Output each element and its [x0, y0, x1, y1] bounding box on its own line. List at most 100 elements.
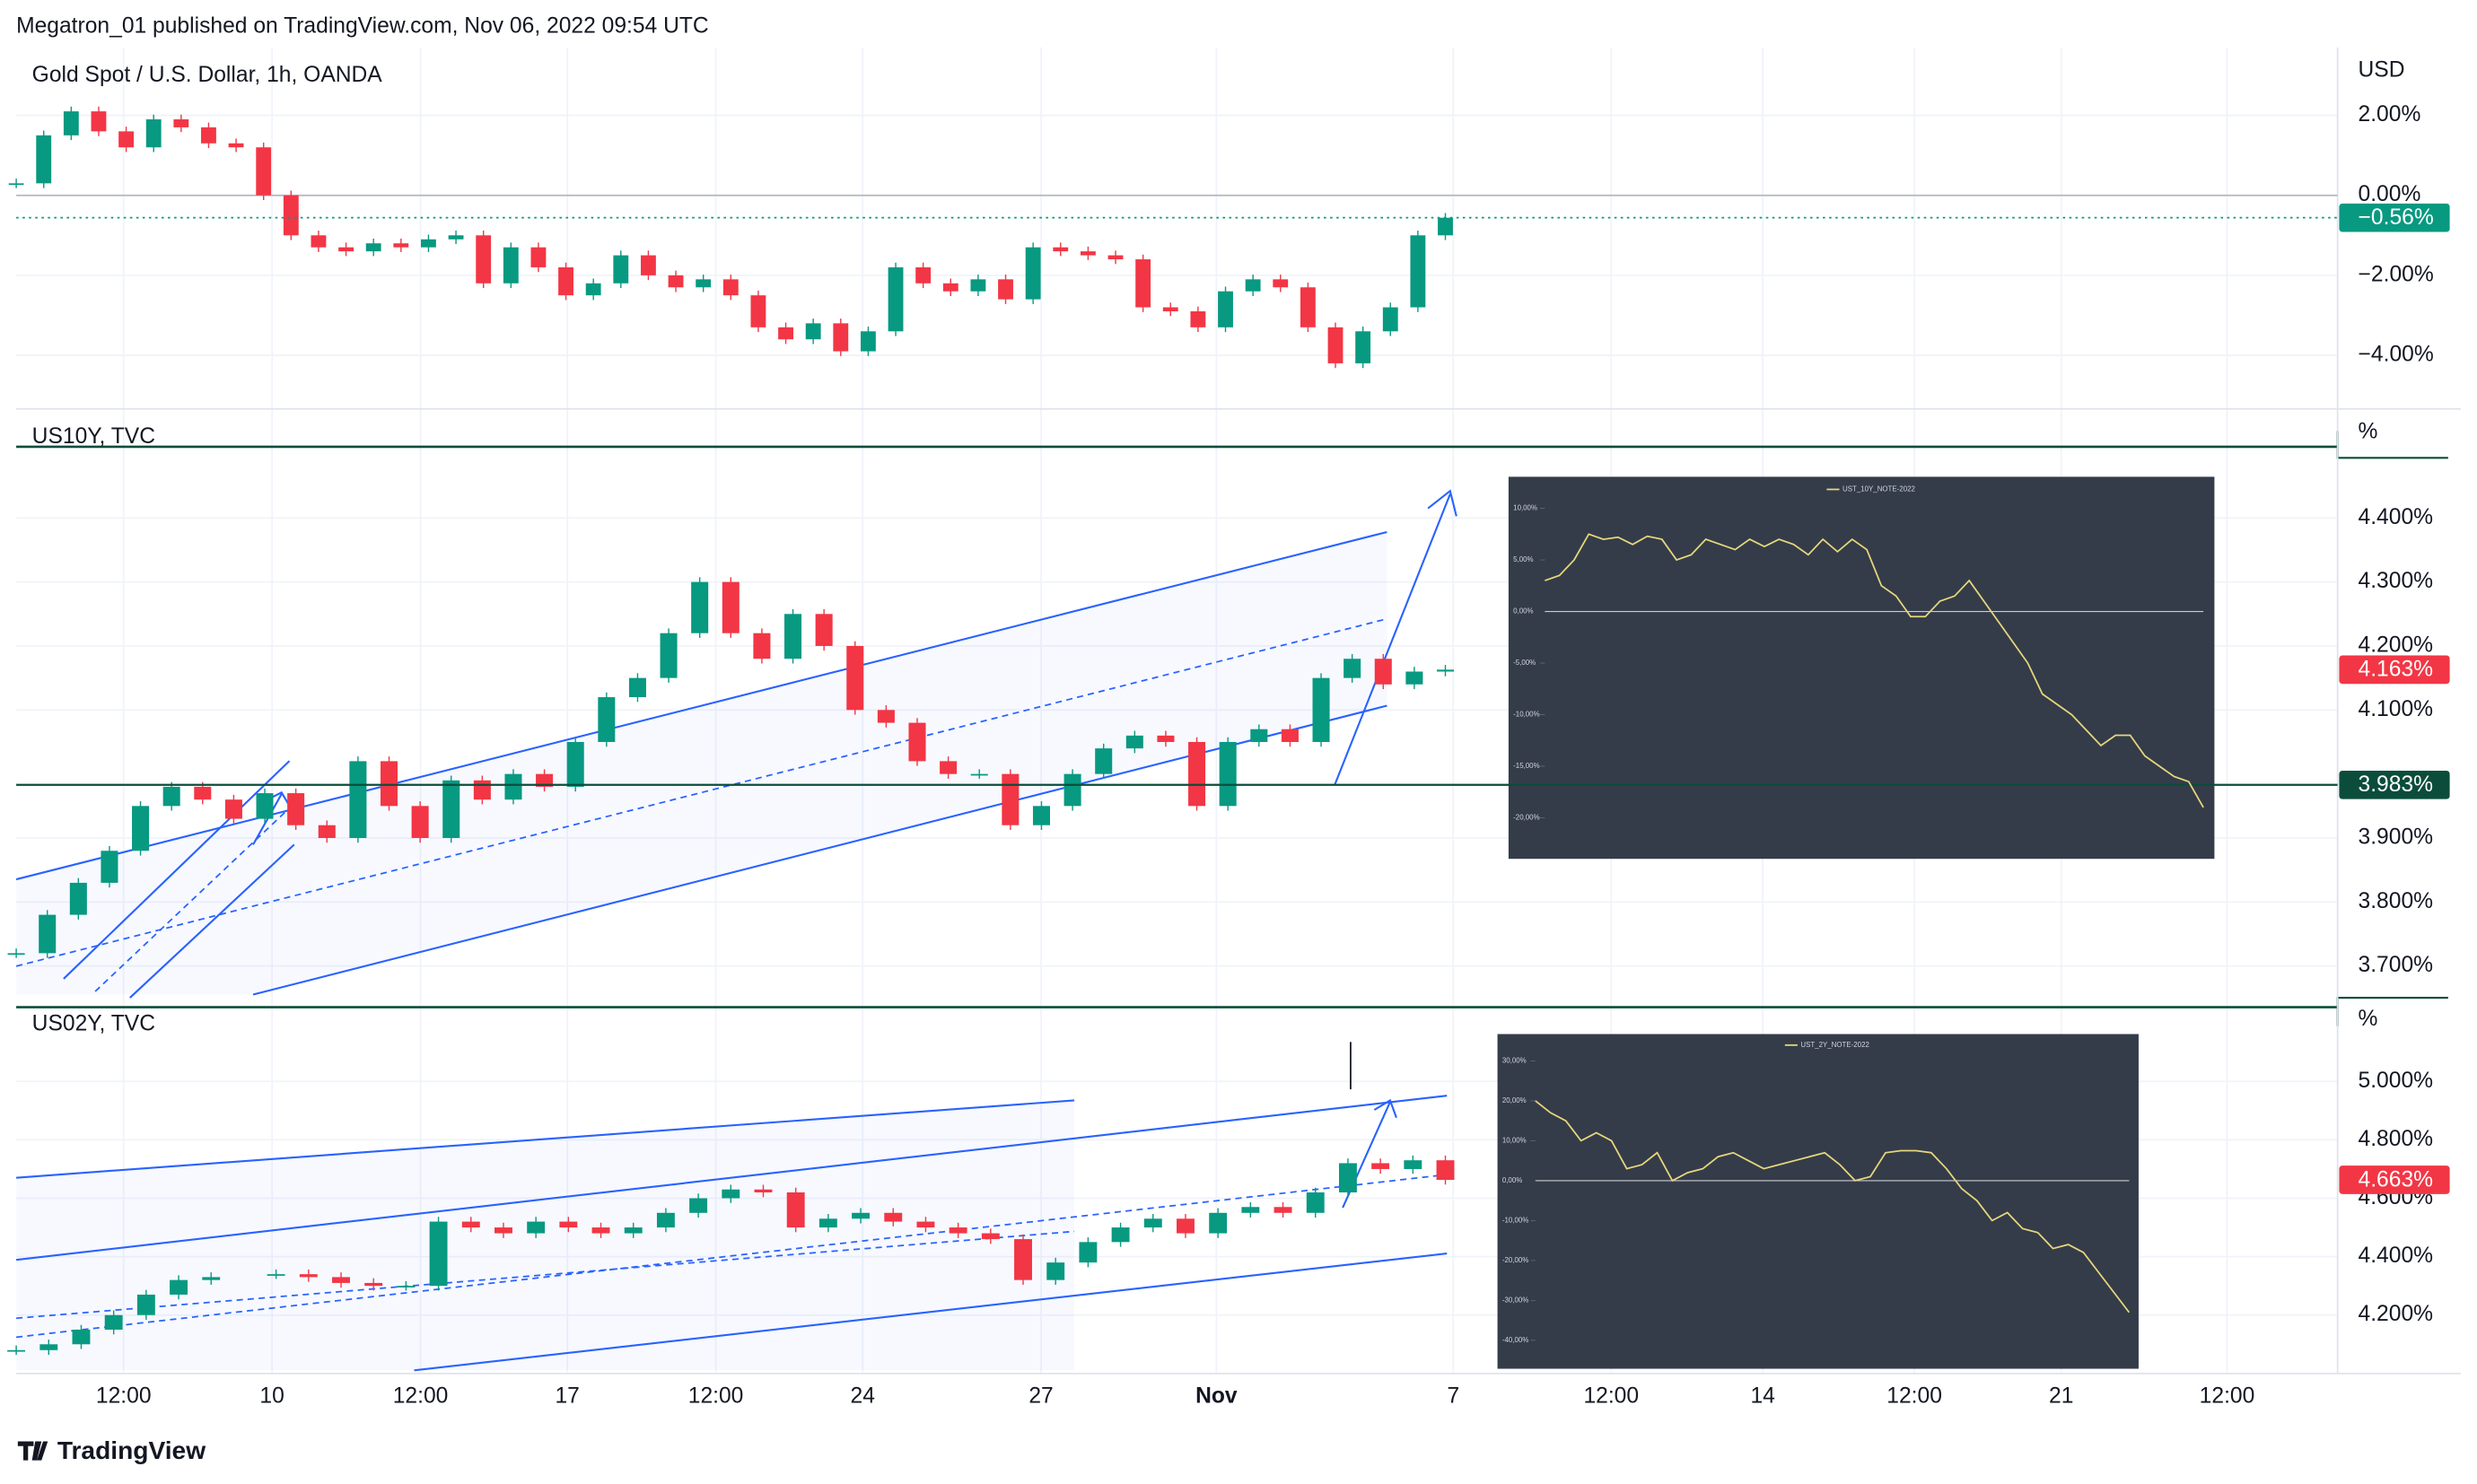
candle [39, 914, 57, 954]
y-tick-label: 4.400% [2359, 505, 2434, 529]
time-axis-label: 14 [1750, 1384, 1774, 1409]
y-tick-label: 4.400% [2359, 1244, 2434, 1268]
candle [591, 1227, 610, 1234]
candle [365, 243, 381, 252]
candle [397, 1286, 416, 1288]
candle [940, 761, 958, 774]
price-label-bg [2339, 770, 2450, 799]
y-tick-label: 0.00% [2359, 182, 2421, 206]
candle [660, 633, 678, 678]
marks: 12:00 10 12:00 17 12:00 24 27 Nov 7 12:00 14 12:00 2… [7, 102, 2450, 1409]
candle [981, 1233, 1000, 1240]
candle [888, 266, 904, 332]
candle [267, 1274, 285, 1276]
candle [1125, 735, 1143, 749]
candle [1079, 1242, 1098, 1263]
channel-upper [15, 1095, 1448, 1261]
candle [1405, 671, 1423, 685]
channel-lower [414, 1253, 1448, 1372]
time-axis-label: 27 [1028, 1384, 1053, 1409]
candle [318, 825, 336, 838]
y-tick-label: 5.000% [2359, 1069, 2434, 1093]
candle [860, 331, 876, 352]
candle [942, 283, 958, 292]
candle [1273, 279, 1289, 288]
candle [1327, 327, 1344, 363]
candle [696, 279, 712, 288]
y-tick-label: 0,00% [1513, 607, 1533, 615]
candle [527, 1221, 546, 1234]
candle [1436, 1160, 1455, 1180]
candle [393, 243, 409, 248]
y-tick-label: 4.800% [2359, 1127, 2434, 1151]
channel-median [15, 617, 1387, 967]
time-axis-label: 10 [259, 1384, 284, 1409]
candle [1080, 251, 1096, 256]
candle [624, 1227, 643, 1234]
candle [1063, 773, 1081, 807]
candle [908, 722, 926, 762]
candle [852, 1212, 871, 1219]
candle [915, 266, 932, 284]
y-tick-label: 3.900% [2359, 825, 2434, 849]
y-tick-label: 4.200% [2359, 633, 2434, 657]
brand: TradingView [57, 1436, 206, 1464]
candle [1053, 247, 1069, 252]
candle [1404, 1160, 1422, 1169]
candle [970, 279, 986, 292]
candle [1250, 729, 1268, 742]
candle [461, 1221, 480, 1228]
candle [1002, 773, 1020, 825]
candle [72, 1329, 91, 1345]
candle [332, 1277, 350, 1283]
y-tick-label: 3.700% [2359, 953, 2434, 977]
channel-upper [63, 760, 291, 980]
candle [132, 806, 150, 851]
candle [784, 614, 802, 659]
time-axis-label: 24 [851, 1384, 875, 1409]
candle [846, 645, 864, 711]
candle [338, 247, 354, 252]
time-axis-label: 12:00 [1583, 1384, 1639, 1409]
candle [833, 323, 849, 352]
candle [256, 147, 272, 196]
candle [585, 283, 601, 296]
axis-unit: % [2359, 1007, 2378, 1031]
candle [201, 127, 216, 144]
y-tick-label: 10,00% [1502, 1137, 1527, 1145]
candle [136, 1294, 155, 1315]
channel-median [94, 804, 293, 992]
candle [8, 183, 24, 186]
candle [566, 741, 584, 787]
y-tick-label: 5,00% [1513, 555, 1533, 563]
candle [364, 1282, 383, 1287]
y-tick-label: 4.300% [2359, 569, 2434, 593]
data-line [1545, 533, 2204, 808]
candle [448, 235, 464, 240]
panel-title: US10Y, TVC [32, 424, 155, 449]
price-label-bg [2339, 655, 2450, 685]
price-label-bg [2339, 203, 2450, 232]
candle [1374, 659, 1392, 685]
candle [1355, 331, 1371, 363]
candle [287, 793, 305, 825]
candle [1188, 741, 1206, 807]
attribution: Megatron_01 published on TradingView.com… [16, 13, 709, 38]
y-tick-label: 0,00% [1502, 1176, 1522, 1184]
candle [349, 761, 367, 838]
inset-background [1497, 1034, 2139, 1369]
candle [170, 1279, 188, 1295]
candle [1014, 1239, 1032, 1280]
candle [299, 1274, 318, 1278]
candle [753, 633, 771, 659]
candle [1025, 247, 1041, 300]
candle [641, 255, 656, 275]
candle [118, 131, 135, 148]
candle [442, 780, 460, 838]
candle [162, 786, 180, 807]
logo [17, 1441, 48, 1461]
inset-background [1508, 476, 2215, 860]
candle [1111, 1227, 1130, 1243]
candle [613, 255, 629, 284]
